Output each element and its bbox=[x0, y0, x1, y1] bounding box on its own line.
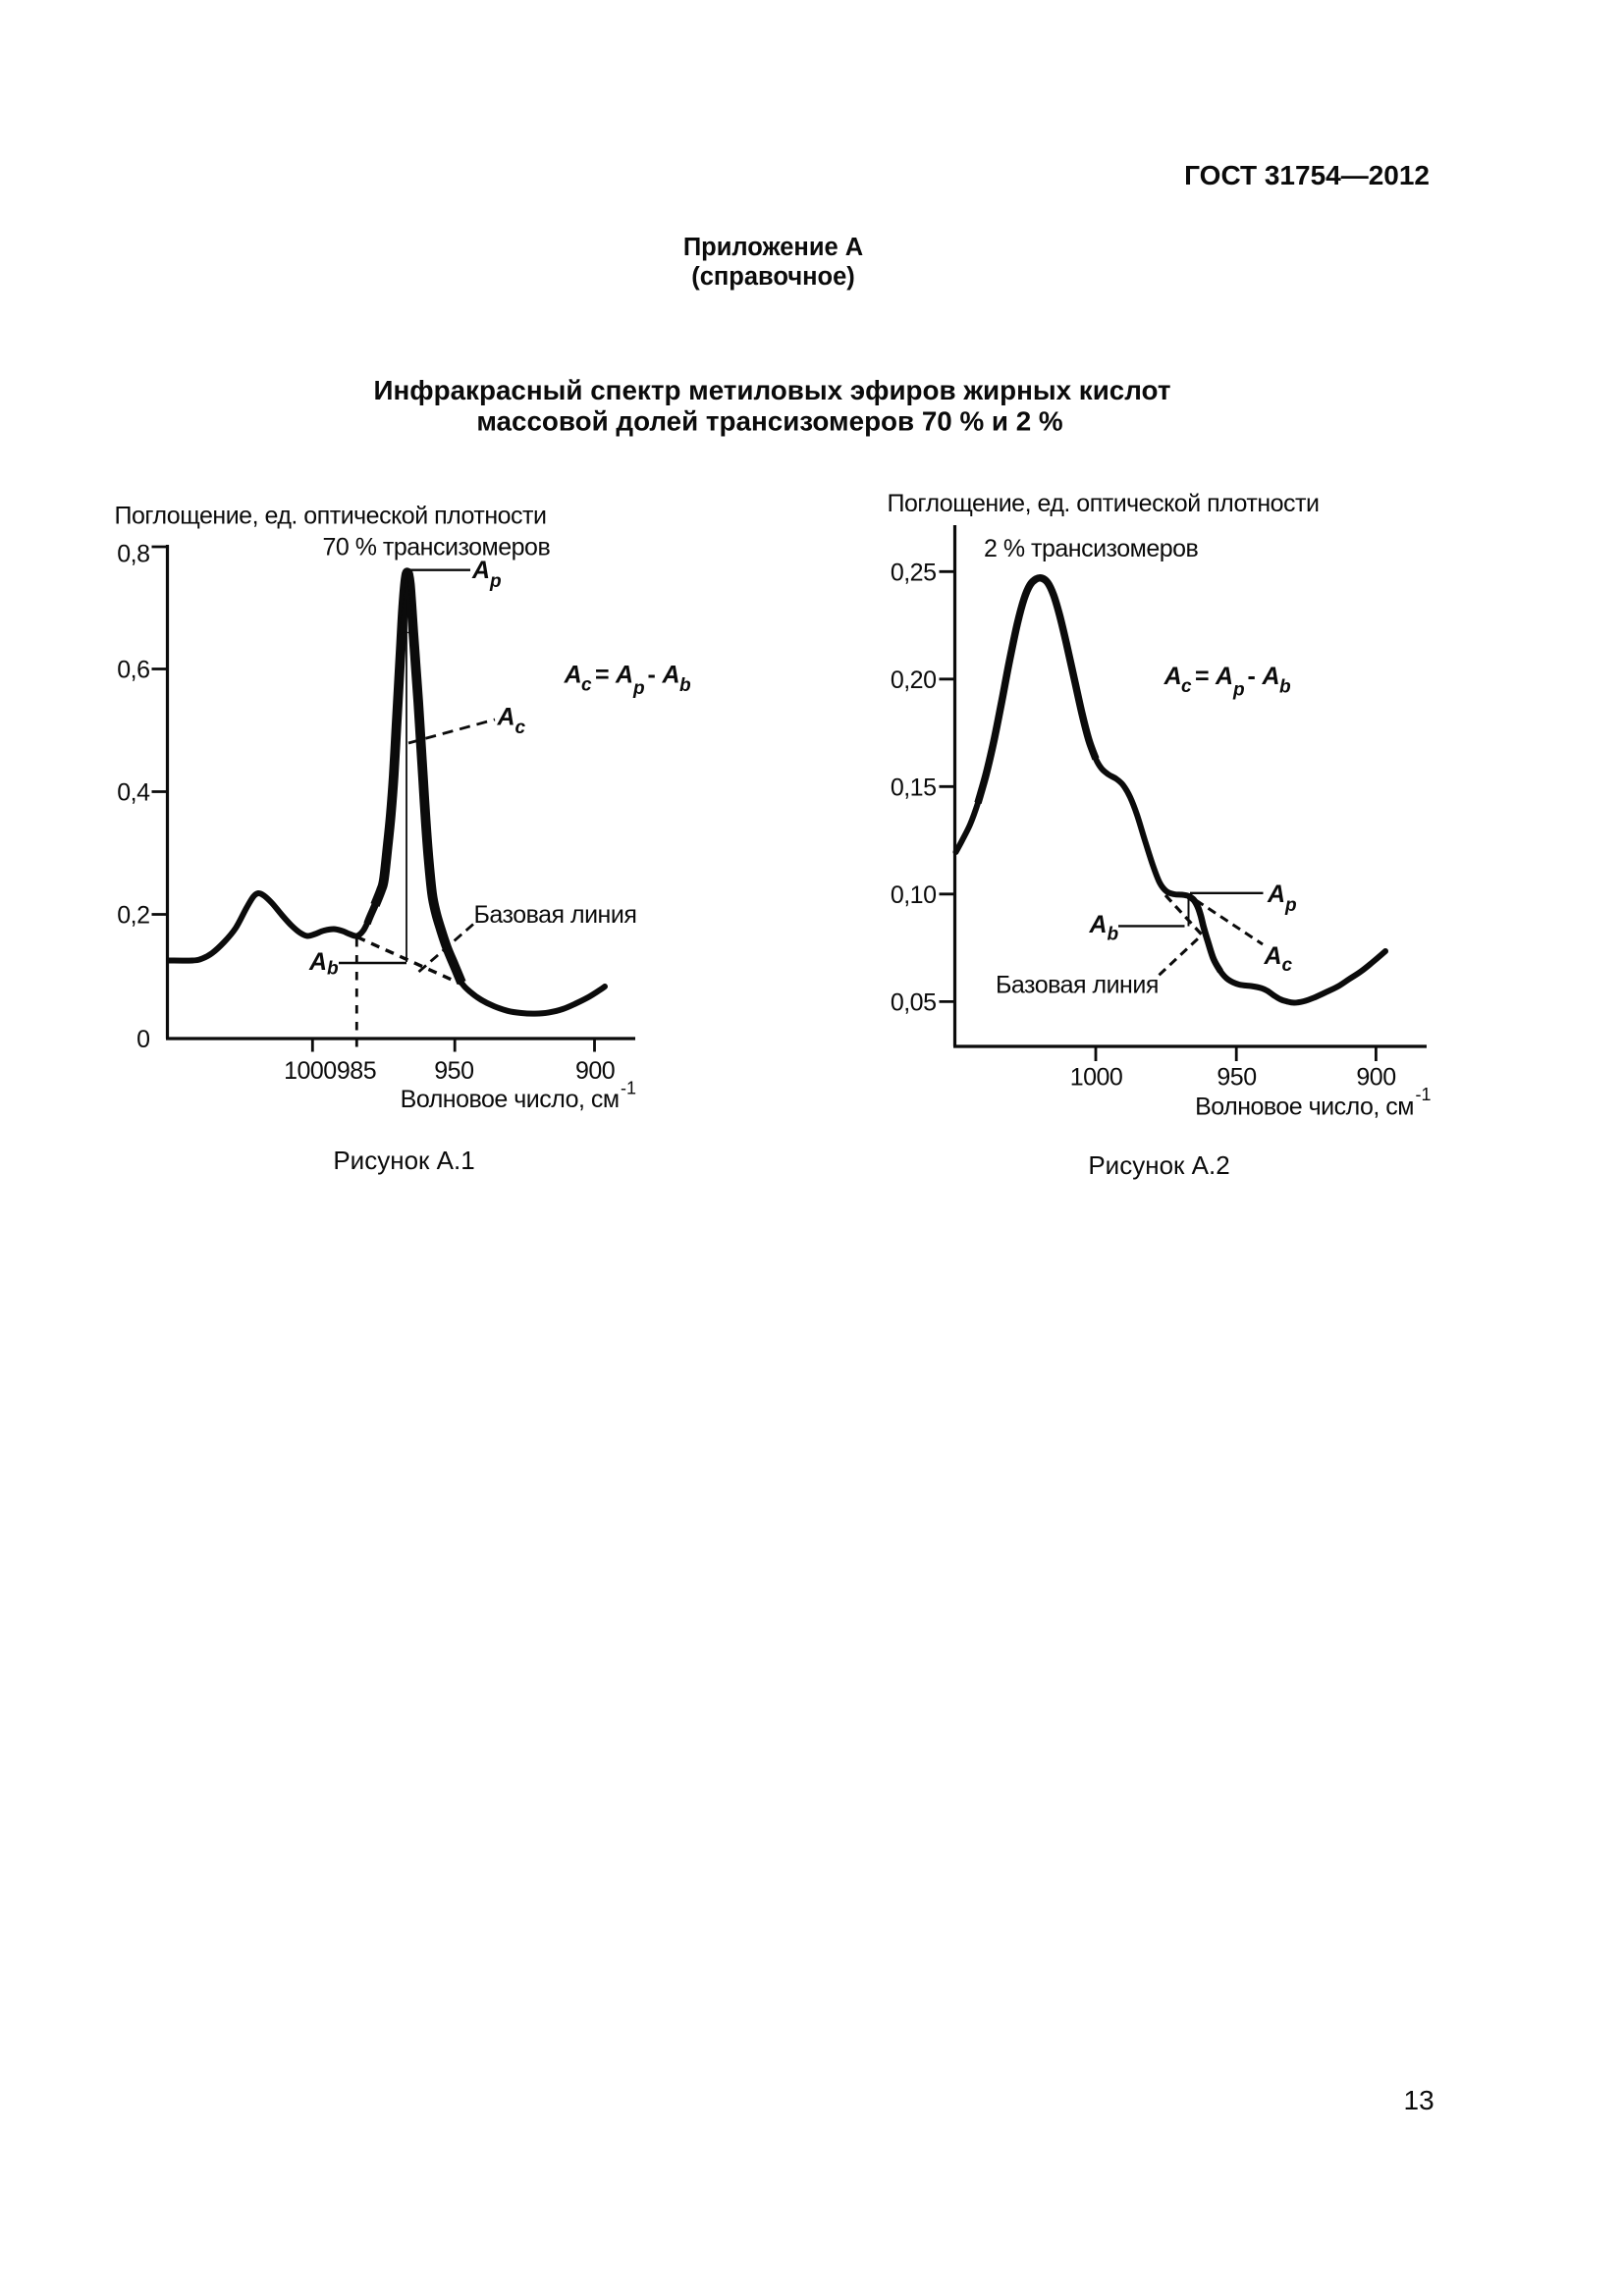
svg-text:Базовая линия: Базовая линия bbox=[474, 901, 637, 929]
svg-text:Поглощение, ед. оптической пло: Поглощение, ед. оптической плотности bbox=[115, 503, 547, 530]
svg-text:0: 0 bbox=[136, 1026, 149, 1053]
svg-text:A: A bbox=[1089, 911, 1108, 938]
svg-text:=: = bbox=[1195, 663, 1210, 690]
svg-text:950: 950 bbox=[434, 1057, 473, 1085]
svg-text:1000: 1000 bbox=[284, 1057, 337, 1085]
svg-text:b: b bbox=[327, 959, 339, 980]
svg-text:p: p bbox=[1284, 895, 1297, 916]
svg-text:ГОСТ 31754—2012: ГОСТ 31754—2012 bbox=[1184, 160, 1430, 190]
svg-text:900: 900 bbox=[575, 1057, 615, 1085]
svg-text:A: A bbox=[1215, 663, 1233, 690]
svg-text:Рисунок А.1: Рисунок А.1 bbox=[333, 1146, 474, 1175]
svg-text:Базовая линия: Базовая линия bbox=[996, 972, 1159, 999]
svg-text:A: A bbox=[662, 662, 680, 689]
svg-text:A: A bbox=[1163, 663, 1182, 690]
svg-text:c: c bbox=[581, 675, 592, 696]
svg-text:A: A bbox=[1267, 881, 1285, 908]
svg-text:A: A bbox=[1264, 942, 1282, 970]
svg-text:0,20: 0,20 bbox=[891, 667, 937, 694]
svg-text:A: A bbox=[1262, 663, 1280, 690]
svg-text:Поглощение, ед. оптической пло: Поглощение, ед. оптической плотности bbox=[888, 490, 1320, 517]
svg-text:=: = bbox=[595, 662, 610, 689]
svg-text:0,6: 0,6 bbox=[117, 657, 149, 684]
svg-text:0,2: 0,2 bbox=[117, 902, 149, 930]
svg-text:A: A bbox=[308, 948, 327, 976]
svg-text:2 % трансизомеров: 2 % трансизомеров bbox=[984, 535, 1199, 562]
svg-text:A: A bbox=[471, 557, 490, 584]
svg-text:A: A bbox=[615, 662, 633, 689]
svg-text:-1: -1 bbox=[621, 1079, 636, 1098]
svg-text:0,8: 0,8 bbox=[117, 541, 149, 568]
svg-text:Приложение А: Приложение А bbox=[683, 234, 863, 261]
svg-text:0,15: 0,15 bbox=[891, 774, 937, 802]
svg-text:p: p bbox=[489, 571, 502, 592]
svg-text:985: 985 bbox=[337, 1057, 376, 1085]
svg-text:0,10: 0,10 bbox=[891, 881, 937, 909]
svg-text:b: b bbox=[679, 675, 691, 696]
svg-text:Волновое число, см: Волновое число, см bbox=[401, 1086, 620, 1113]
svg-text:p: p bbox=[632, 678, 645, 699]
svg-text:-: - bbox=[648, 662, 656, 689]
svg-text:массовой долей трансизомеров 7: массовой долей трансизомеров 70 % и 2 % bbox=[476, 406, 1062, 437]
svg-text:b: b bbox=[1108, 925, 1119, 945]
svg-text:-: - bbox=[1248, 663, 1256, 690]
svg-text:0,4: 0,4 bbox=[117, 779, 150, 807]
svg-text:A: A bbox=[497, 704, 515, 731]
svg-text:p: p bbox=[1232, 680, 1245, 701]
svg-text:-1: -1 bbox=[1416, 1085, 1432, 1104]
svg-text:70 % трансизомеров: 70 % трансизомеров bbox=[323, 534, 551, 561]
svg-text:Инфракрасный спектр метиловых: Инфракрасный спектр метиловых эфиров жир… bbox=[374, 375, 1171, 405]
svg-text:c: c bbox=[515, 718, 526, 738]
svg-text:900: 900 bbox=[1356, 1064, 1395, 1092]
svg-text:(справочное): (справочное) bbox=[691, 263, 855, 291]
svg-text:A: A bbox=[564, 662, 582, 689]
svg-text:c: c bbox=[1282, 955, 1293, 976]
svg-text:b: b bbox=[1279, 677, 1291, 698]
svg-text:1000: 1000 bbox=[1070, 1064, 1123, 1092]
svg-text:Волновое число, см: Волновое число, см bbox=[1195, 1094, 1414, 1121]
svg-text:Рисунок А.2: Рисунок А.2 bbox=[1088, 1150, 1229, 1180]
svg-text:c: c bbox=[1181, 676, 1192, 697]
svg-text:950: 950 bbox=[1217, 1064, 1256, 1092]
svg-text:0,25: 0,25 bbox=[891, 560, 937, 587]
svg-text:0,05: 0,05 bbox=[891, 989, 937, 1017]
svg-text:13: 13 bbox=[1404, 2085, 1434, 2115]
